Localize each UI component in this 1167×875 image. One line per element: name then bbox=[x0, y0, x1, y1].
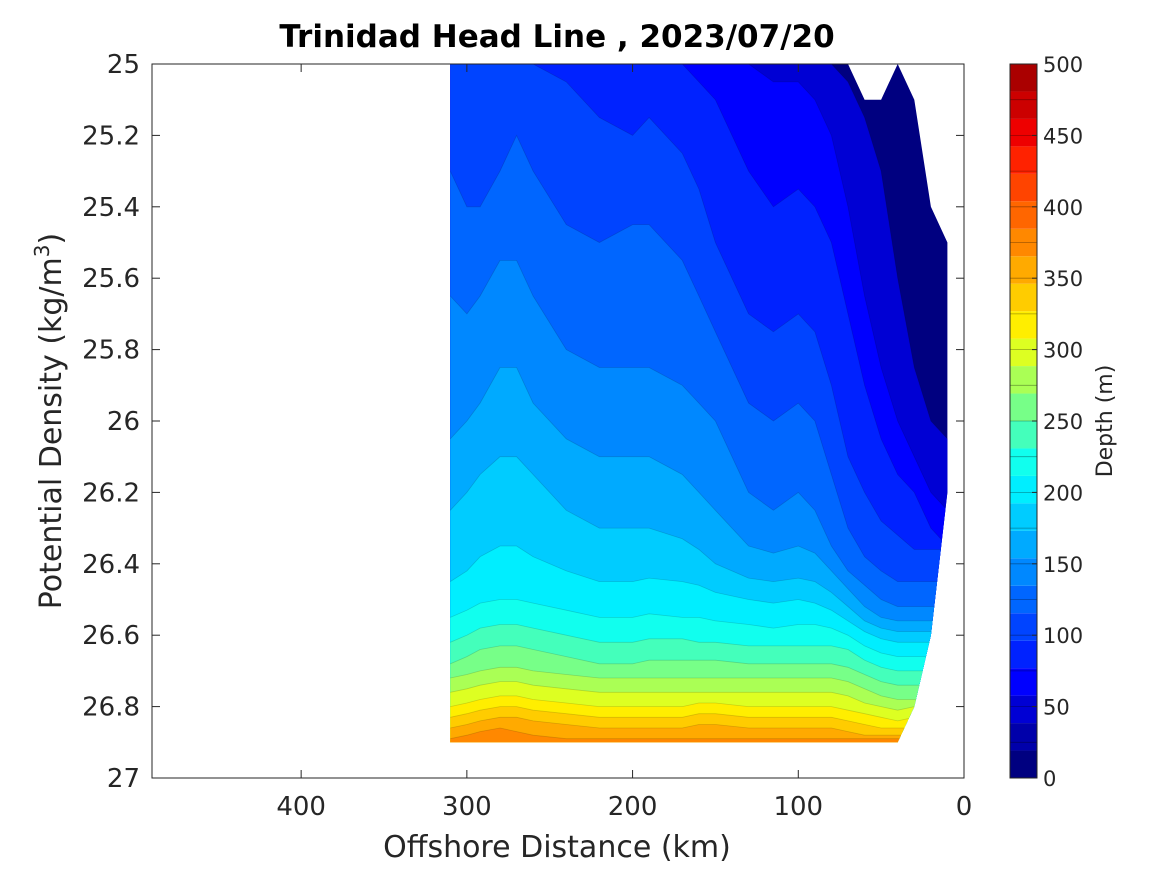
colorbar-swatch bbox=[1010, 750, 1037, 778]
colorbar-swatch bbox=[1010, 201, 1037, 229]
axis-ticks bbox=[152, 63, 965, 779]
x-axis-label: Offshore Distance (km) bbox=[383, 830, 731, 865]
y-tick-labels: 25 25.2 25.4 25.6 25.8 26 26.2 26.4 26.6 26.8 27 bbox=[82, 50, 140, 794]
colorbar-swatch bbox=[1010, 91, 1037, 119]
colorbar-tick-label: 100 bbox=[1043, 624, 1083, 648]
chart-title: Trinidad Head Line , 2023/07/20 bbox=[279, 19, 834, 55]
y-axis-label-superscript: 3 bbox=[30, 244, 54, 257]
colorbar-tick-label: 50 bbox=[1043, 696, 1070, 720]
contour-line bbox=[450, 367, 948, 622]
colorbar-swatch bbox=[1010, 256, 1037, 284]
colorbar-swatch bbox=[1010, 585, 1037, 614]
colorbar-swatch bbox=[1010, 311, 1037, 339]
y-tick-label: 26.6 bbox=[82, 621, 140, 651]
x-tick-label: 0 bbox=[956, 792, 973, 822]
colorbar-swatch bbox=[1010, 228, 1037, 257]
contour-line bbox=[450, 599, 948, 657]
colorbar-tick-label: 200 bbox=[1043, 481, 1083, 505]
contour-line bbox=[450, 64, 948, 550]
contour-line bbox=[450, 260, 948, 607]
colorbar-swatch bbox=[1010, 558, 1037, 586]
contour-line bbox=[450, 716, 948, 736]
contour-line bbox=[450, 456, 948, 632]
colorbar-swatch bbox=[1010, 668, 1037, 696]
x-tick-label: 400 bbox=[276, 792, 326, 822]
colorbar bbox=[1010, 63, 1037, 779]
y-tick-label: 25.6 bbox=[82, 264, 140, 294]
colorbar-frame bbox=[1009, 63, 1038, 779]
contour-line bbox=[450, 727, 948, 740]
y-tick-label: 26 bbox=[107, 407, 140, 437]
y-tick-label: 25 bbox=[107, 50, 140, 80]
y-tick-label: 25.8 bbox=[82, 336, 140, 366]
y-axis-label: Potential Density (kg/m3) bbox=[30, 233, 69, 609]
colorbar-swatch bbox=[1010, 393, 1037, 421]
y-tick-label: 27 bbox=[107, 764, 140, 794]
colorbar-swatch bbox=[1010, 475, 1037, 504]
colorbar-tick-label: 300 bbox=[1043, 339, 1083, 363]
colorbar-swatch bbox=[1010, 503, 1037, 531]
colorbar-swatch bbox=[1010, 366, 1037, 394]
contour-line bbox=[450, 64, 948, 547]
colorbar-tick-label: 450 bbox=[1043, 124, 1083, 148]
x-tick-label: 100 bbox=[773, 792, 823, 822]
contour-line bbox=[450, 64, 948, 440]
contour-line bbox=[450, 706, 948, 729]
x-tick-label: 200 bbox=[608, 792, 658, 822]
colorbar-tick-label: 500 bbox=[1043, 53, 1083, 77]
contour-line bbox=[450, 134, 948, 582]
y-axis-label-close: ) bbox=[34, 233, 69, 245]
contour-line bbox=[450, 64, 948, 511]
colorbar-tick-label: 250 bbox=[1043, 410, 1083, 434]
colorbar-swatch bbox=[1010, 118, 1037, 147]
contour-band bbox=[450, 717, 948, 743]
contour-lines bbox=[450, 64, 948, 740]
colorbar-swatch bbox=[1010, 173, 1037, 202]
y-tick-label: 26.2 bbox=[82, 478, 140, 508]
colorbar-swatch bbox=[1010, 695, 1037, 724]
colorbar-swatch bbox=[1010, 613, 1037, 641]
y-axis-label-main: Potential Density (kg/m bbox=[34, 257, 69, 609]
colorbar-swatch bbox=[1010, 448, 1037, 476]
colorbar-tick-label: 0 bbox=[1043, 767, 1056, 791]
colorbar-tick-labels: 0 50 100 150 200 250 300 350 400 450 500 bbox=[1043, 53, 1083, 791]
contour-line bbox=[450, 645, 948, 686]
colorbar-swatch bbox=[1010, 338, 1037, 367]
y-tick-label: 25.4 bbox=[82, 193, 140, 223]
y-tick-label: 26.8 bbox=[82, 693, 140, 723]
colorbar-swatch bbox=[1010, 640, 1037, 669]
colorbar-tick-label: 400 bbox=[1043, 196, 1083, 220]
y-tick-label: 26.4 bbox=[82, 550, 140, 580]
x-tick-label: 300 bbox=[442, 792, 492, 822]
colorbar-swatch bbox=[1010, 530, 1037, 559]
contour-line bbox=[450, 545, 948, 643]
colorbar-swatch bbox=[1010, 146, 1037, 174]
colorbar-label: Depth (m) bbox=[1093, 365, 1118, 478]
y-tick-label: 25.2 bbox=[82, 121, 140, 151]
contour-line bbox=[450, 666, 948, 700]
contour-line bbox=[450, 681, 948, 711]
colorbar-tick-label: 150 bbox=[1043, 553, 1083, 577]
contour-fill bbox=[450, 64, 948, 743]
colorbar-swatch bbox=[1010, 421, 1037, 449]
colorbar-tick-label: 350 bbox=[1043, 267, 1083, 291]
contour-line bbox=[450, 624, 948, 672]
contour-line bbox=[450, 695, 948, 722]
colorbar-swatch bbox=[1010, 64, 1037, 92]
x-tick-labels: 400 300 200 100 0 bbox=[276, 792, 972, 822]
colorbar-swatch bbox=[1010, 723, 1037, 751]
colorbar-swatch bbox=[1010, 283, 1037, 312]
